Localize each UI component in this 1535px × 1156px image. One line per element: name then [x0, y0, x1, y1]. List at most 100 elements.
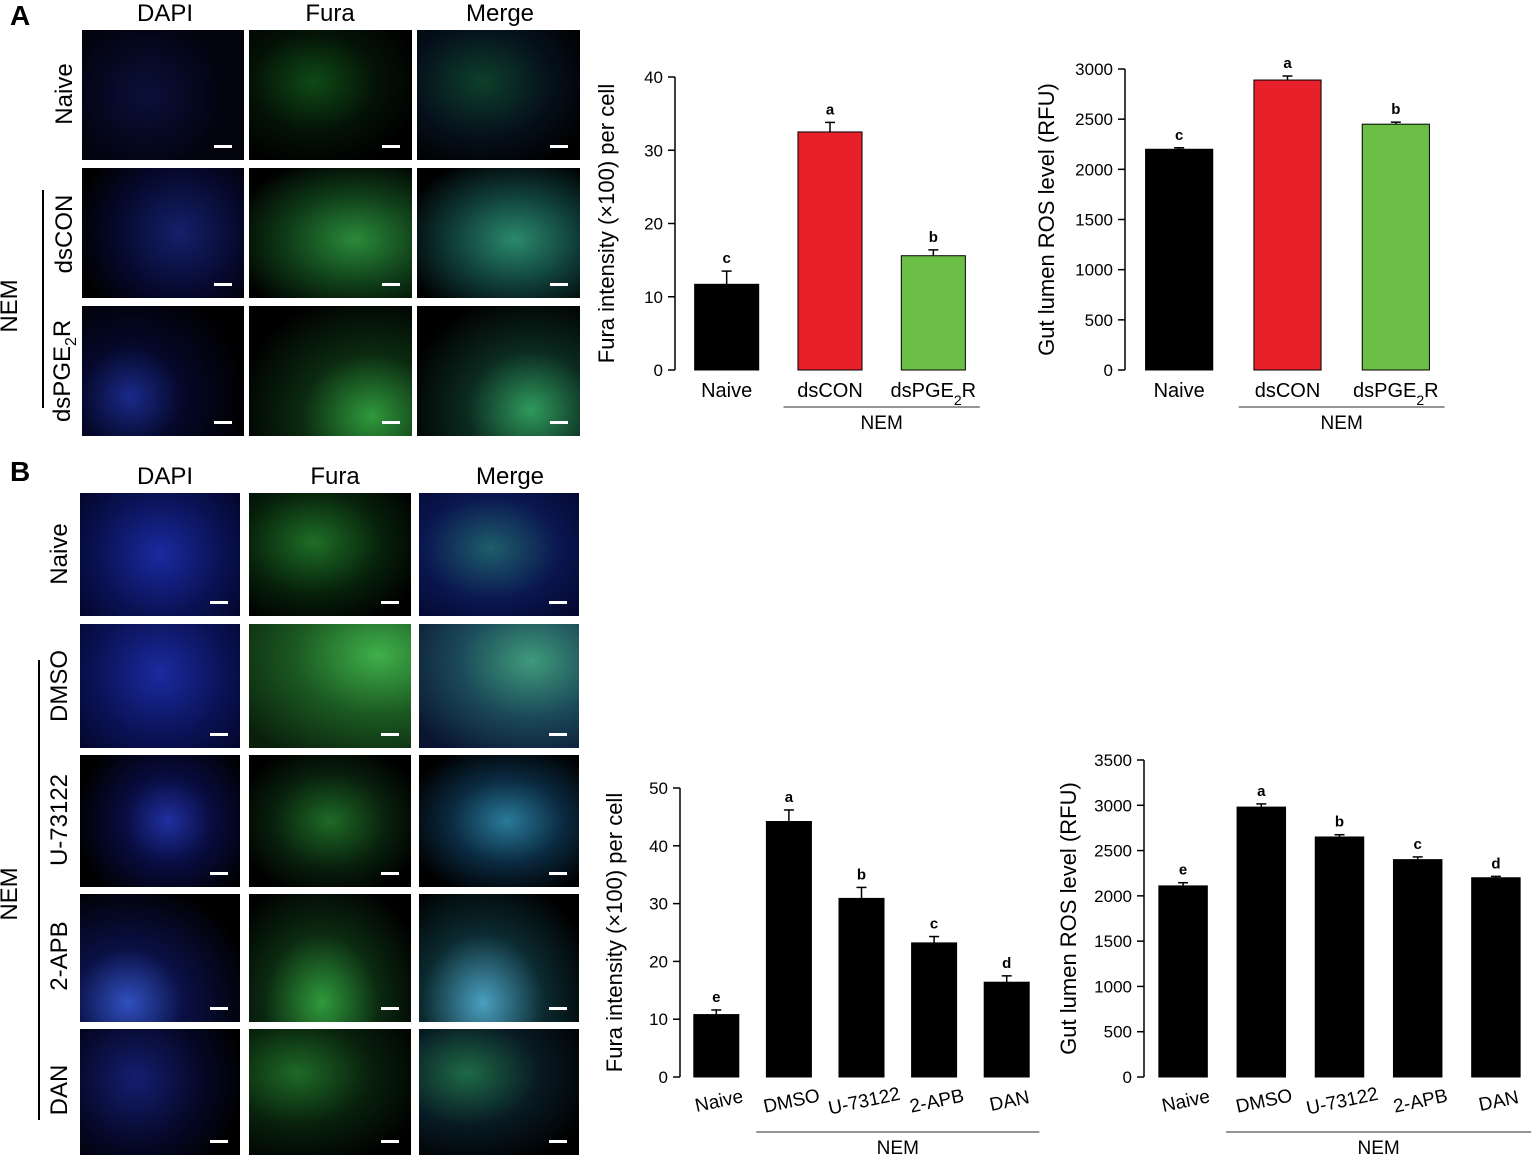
scale-bar — [382, 145, 400, 148]
micrograph-b-dmso-merge — [419, 624, 579, 748]
row-label-a-naive: Naive — [51, 63, 78, 125]
bar — [900, 255, 966, 371]
chart-b-fura: 0 10 20 30 40 50 Fura intensity (×100) per cel… — [602, 779, 1040, 1155]
significance-letter: e — [712, 989, 720, 1006]
row-label-b-u73122: U-73122 — [46, 773, 73, 867]
bar — [1471, 877, 1521, 1078]
y-tick-label: 500 — [1085, 311, 1113, 330]
y-tick-label: 1500 — [1094, 932, 1132, 951]
bar — [1145, 148, 1214, 371]
chart-b-ros: 0 500 1000 1500 2000 2500 3000 3500 Gut lumen RO… — [1056, 751, 1532, 1155]
scale-bar — [549, 1007, 567, 1010]
x-tick-label: Naive — [693, 1086, 745, 1117]
micrograph-b-u73122-fura — [249, 755, 411, 887]
scale-bar — [549, 1140, 567, 1143]
y-tick-label: 10 — [644, 288, 663, 307]
y-tick-label: 40 — [649, 837, 668, 856]
row-label-b-naive: Naive — [46, 523, 73, 585]
bar — [693, 1014, 740, 1078]
bar — [1361, 123, 1430, 371]
bar — [1392, 859, 1443, 1078]
group-line-a — [42, 190, 44, 408]
scale-bar — [549, 872, 567, 875]
column-header-merge: Merge — [465, 0, 535, 27]
scale-bar — [214, 145, 232, 148]
scale-bar — [214, 421, 232, 424]
y-tick-label: 2500 — [1075, 110, 1113, 129]
y-tick-label: 3000 — [1094, 796, 1132, 815]
y-tick-label: 0 — [1123, 1068, 1132, 1087]
scale-bar — [381, 1140, 399, 1143]
significance-letter: c — [930, 916, 938, 933]
scale-bar — [210, 1007, 228, 1010]
row-label-b-dmso: DMSO — [46, 650, 73, 722]
y-tick-label: 2500 — [1094, 842, 1132, 861]
group-label-a: NEM — [0, 279, 23, 333]
x-tick-label: DMSO — [762, 1085, 822, 1117]
row-label-a-dscon: dsCON — [51, 194, 78, 274]
significance-letter: b — [1335, 814, 1344, 831]
micrograph-a-naive-fura — [249, 30, 412, 160]
x-tick-label: U-73122 — [1305, 1084, 1381, 1120]
group-label: NEM — [861, 413, 903, 434]
panel-letter-b: B — [10, 456, 31, 487]
column-header-merge: Merge — [475, 463, 545, 490]
bar — [1253, 79, 1322, 371]
scale-bar — [214, 283, 232, 286]
micrograph-a-dscon-fura — [249, 168, 412, 298]
scale-bar — [549, 733, 567, 736]
x-tick-label: dsCON — [1255, 380, 1321, 402]
scale-bar — [381, 601, 399, 604]
y-axis-label: Gut lumen ROS level (RFU) — [1034, 83, 1059, 356]
bar — [797, 131, 863, 371]
scale-bar — [382, 421, 400, 424]
significance-letter: c — [722, 250, 730, 267]
significance-letter: d — [1002, 955, 1011, 972]
x-tick-label: Naive — [1154, 380, 1205, 402]
scale-bar — [381, 872, 399, 875]
micrograph-a-dscon-merge — [417, 168, 580, 298]
micrograph-b-2apb-dapi — [80, 894, 240, 1022]
y-tick-label: 3000 — [1075, 60, 1113, 79]
scale-bar — [550, 421, 568, 424]
significance-letter: a — [785, 789, 794, 806]
micrograph-b-naive-dapi — [80, 493, 240, 616]
x-tick-label: U-73122 — [827, 1084, 903, 1120]
scale-bar — [382, 283, 400, 286]
bar — [911, 942, 958, 1078]
chart-a-ros: 0 500 1000 1500 2000 2500 3000 Gut lumen ROS le… — [1034, 55, 1445, 434]
micrograph-b-dan-merge — [419, 1029, 579, 1155]
significance-letter: d — [1491, 855, 1500, 872]
significance-letter: b — [929, 229, 938, 246]
y-tick-label: 30 — [649, 895, 668, 914]
scale-bar — [210, 1140, 228, 1143]
x-tick-label: Naive — [1160, 1086, 1212, 1117]
x-tick-label: 2-APB — [1392, 1086, 1450, 1118]
group-label: NEM — [877, 1138, 919, 1155]
scale-bar — [210, 601, 228, 604]
x-tick-label: DMSO — [1234, 1085, 1294, 1117]
bar — [694, 283, 760, 371]
x-tick-label: dsCON — [797, 380, 863, 402]
row-label-a-dspge2r: dsPGE2R — [49, 319, 80, 423]
micrograph-b-naive-merge — [419, 493, 579, 616]
significance-letter: c — [1414, 836, 1422, 853]
y-tick-label: 0 — [659, 1068, 668, 1087]
bar — [765, 821, 812, 1078]
micrograph-b-naive-fura — [249, 493, 411, 616]
column-header-fura: Fura — [305, 0, 355, 27]
bar — [1236, 806, 1287, 1078]
y-tick-label: 40 — [644, 68, 663, 87]
y-tick-label: 20 — [644, 215, 663, 234]
column-header-dapi: DAPI — [136, 463, 193, 490]
bar — [1158, 885, 1208, 1078]
micrograph-a-dscon-dapi — [82, 168, 244, 298]
significance-letter: b — [857, 866, 866, 883]
y-tick-label: 1000 — [1094, 977, 1132, 996]
y-tick-label: 30 — [644, 141, 663, 160]
micrograph-b-u73122-dapi — [80, 755, 240, 887]
row-label-b-dan: DAN — [46, 1064, 73, 1116]
x-tick-label: dsPGE2R — [1353, 380, 1439, 408]
micrograph-b-2apb-fura — [249, 894, 411, 1022]
panel-letter-a: A — [10, 0, 31, 31]
